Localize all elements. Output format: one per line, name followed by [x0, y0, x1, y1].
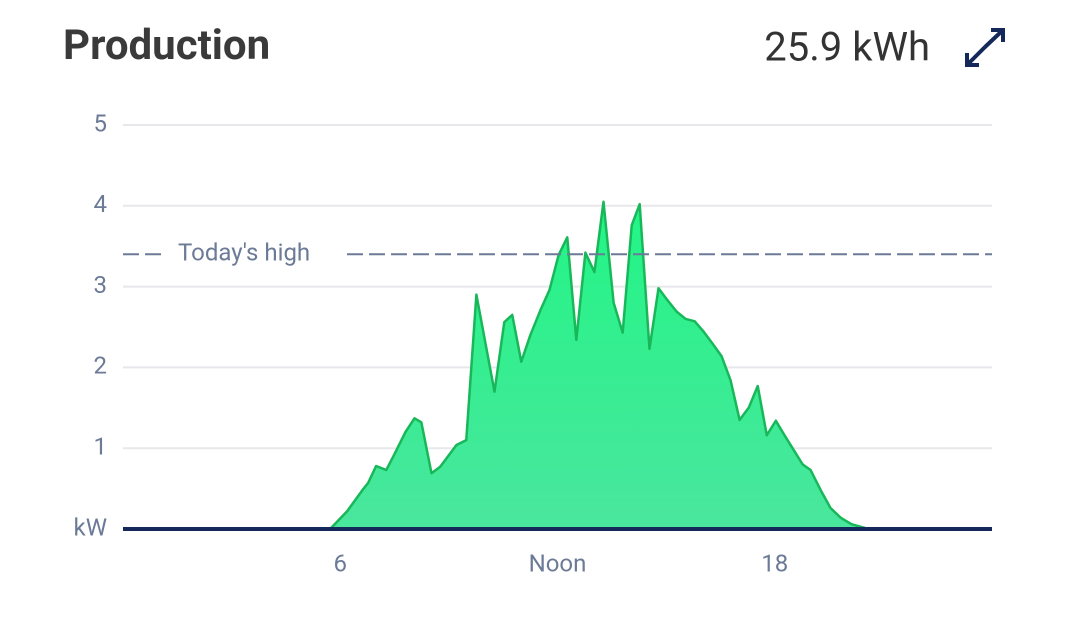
y-tick-label: 2 — [94, 352, 108, 380]
area — [303, 200, 896, 531]
total: 25.9 kWh — [764, 24, 930, 71]
reference-label: Today's high — [178, 239, 310, 267]
x-tick-label: 6 — [334, 549, 348, 577]
y-tick-label: 4 — [94, 190, 108, 218]
chart-title: Production — [63, 21, 270, 70]
x-tick-label: 18 — [761, 549, 788, 577]
expand-icon[interactable] — [965, 28, 1005, 67]
y-tick-label: 3 — [94, 271, 108, 299]
y-tick-label: 5 — [94, 109, 108, 137]
y-tick-label: kW — [74, 513, 107, 541]
y-tick-label: 1 — [94, 433, 108, 461]
x-tick-label: Noon — [529, 549, 587, 577]
